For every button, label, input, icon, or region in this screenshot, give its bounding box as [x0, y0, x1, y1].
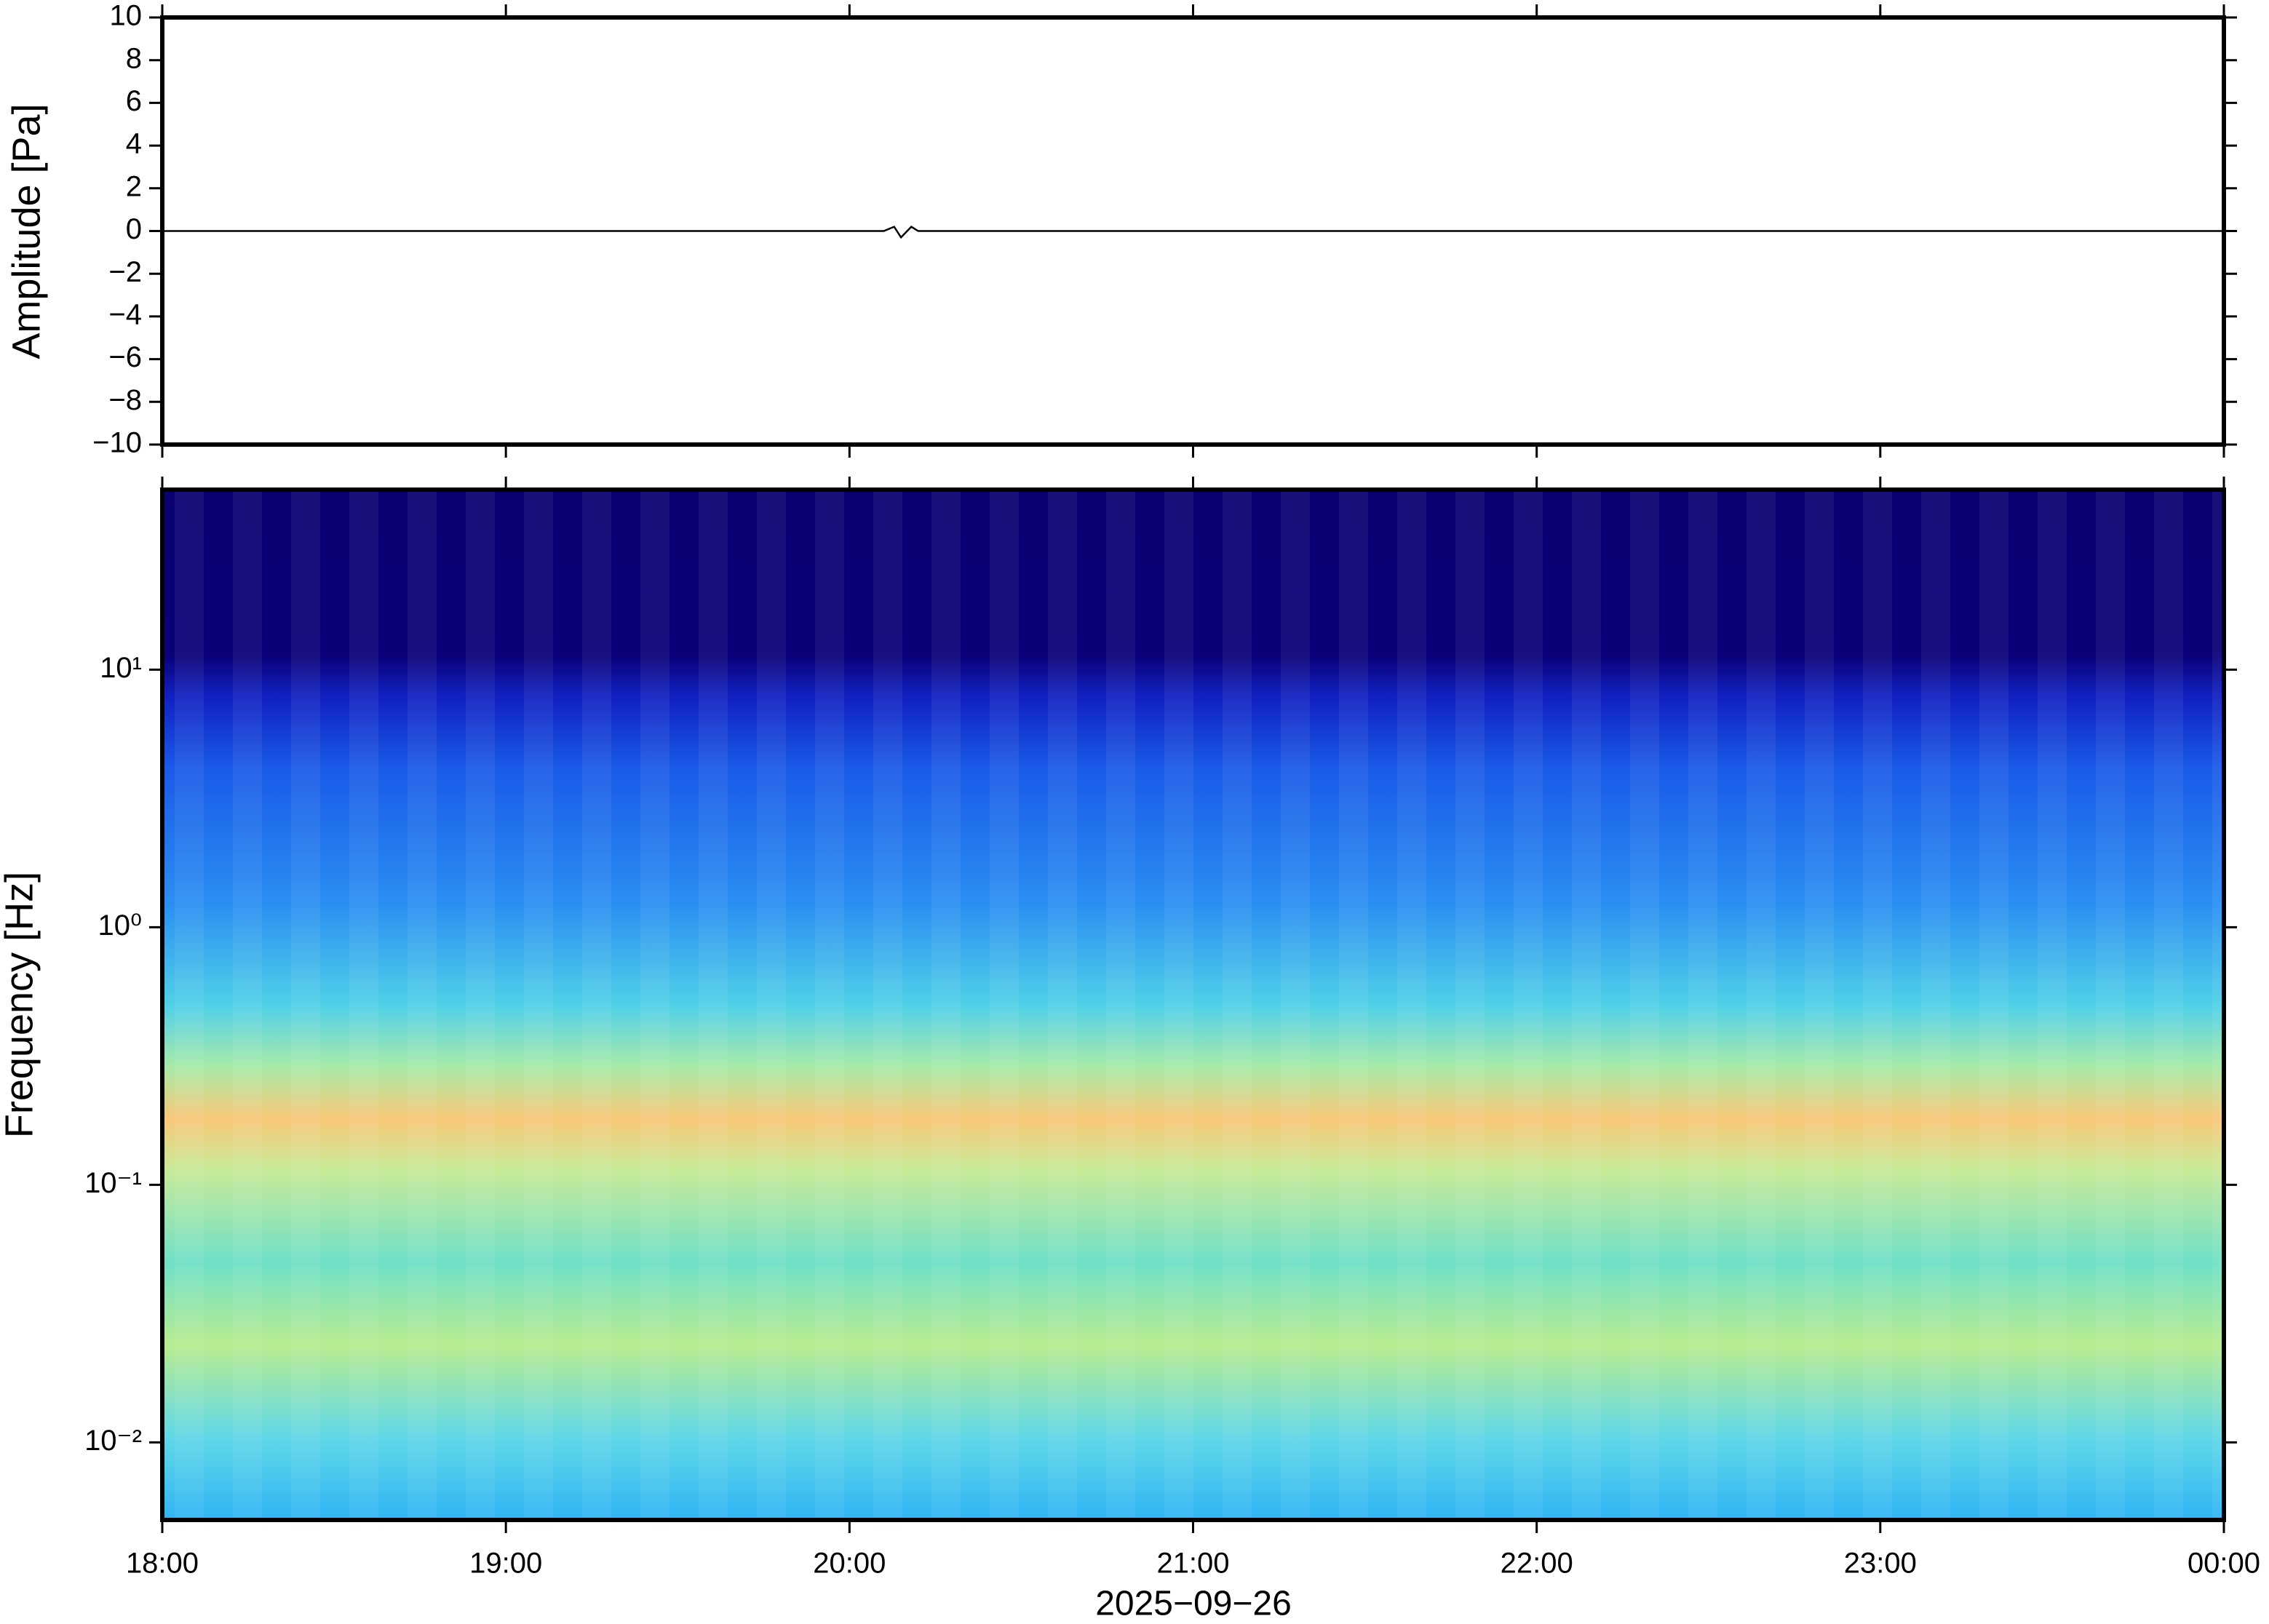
x-axis-label: 2025−09−26 — [1095, 1585, 1292, 1623]
frame — [160, 15, 2226, 447]
y-tick-label: −4 — [108, 298, 142, 330]
y-tick-label: 6 — [126, 85, 142, 117]
y-tick-label: 4 — [126, 128, 142, 160]
y-tick-label: 10⁰ — [98, 909, 142, 942]
x-tick-label: 19:00 — [469, 1548, 542, 1580]
y-tick-label: 10 — [110, 0, 143, 32]
spectrogram-texture — [162, 490, 2224, 1520]
y-tick-label: 8 — [126, 42, 142, 74]
x-tick-label: 21:00 — [1156, 1548, 1229, 1580]
y-tick-label: −8 — [108, 384, 142, 416]
y-axis-label: Frequency [Hz] — [0, 872, 41, 1138]
y-tick-label: −10 — [92, 427, 142, 459]
y-tick-label: 10¹ — [100, 652, 142, 684]
frame — [160, 487, 2226, 1522]
y-tick-label: 10⁻¹ — [84, 1167, 142, 1199]
x-tick-label: 00:00 — [2187, 1548, 2260, 1580]
x-tick-label: 22:00 — [1501, 1548, 1573, 1580]
y-tick-label: 0 — [126, 213, 142, 245]
trace — [162, 226, 2224, 239]
x-tick-label: 18:00 — [126, 1548, 199, 1580]
y-tick-label: −2 — [108, 256, 142, 288]
y-tick-label: 2 — [126, 170, 142, 202]
y-tick-label: −6 — [108, 341, 142, 373]
x-tick-label: 23:00 — [1844, 1548, 1917, 1580]
y-tick-label: 10⁻² — [84, 1425, 142, 1457]
x-tick-label: 20:00 — [813, 1548, 886, 1580]
y-axis-label: Amplitude [Pa] — [4, 103, 48, 359]
